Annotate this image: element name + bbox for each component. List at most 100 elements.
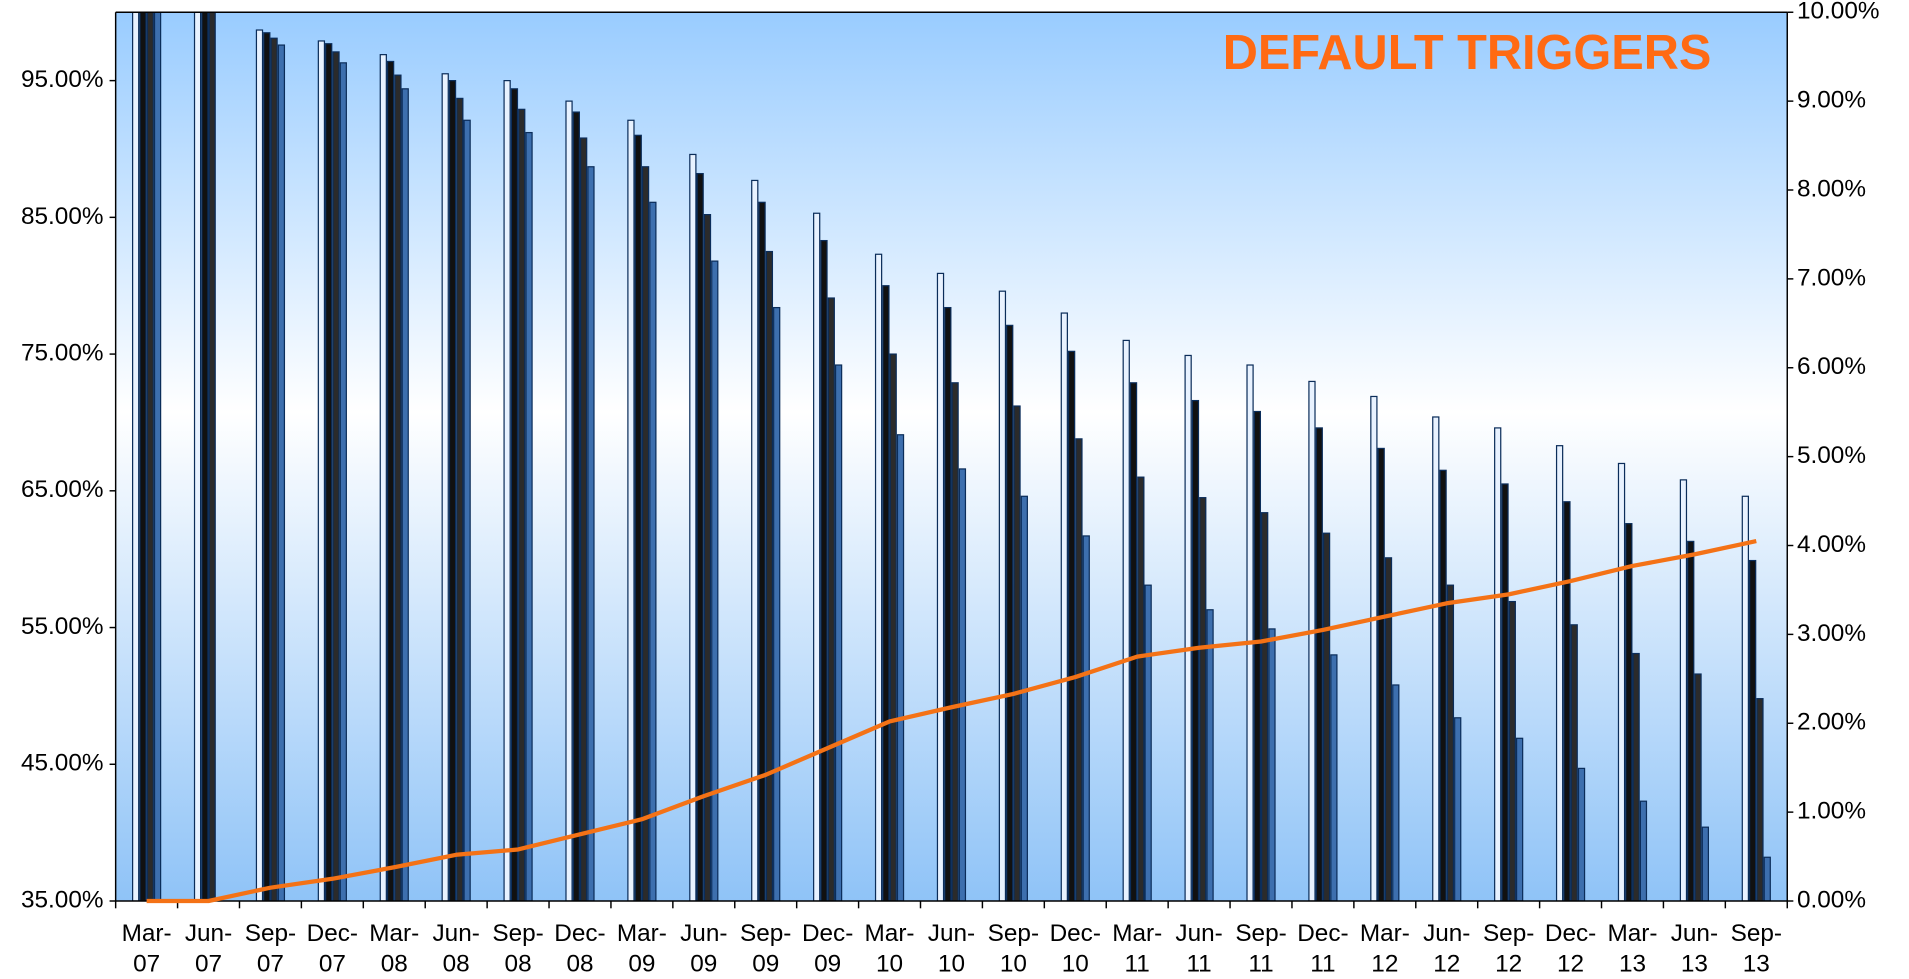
bar	[587, 166, 595, 902]
bar	[751, 179, 759, 902]
y2-tick-label: 4.00%	[1797, 531, 1866, 558]
x-tick-label: Jun-12	[1423, 921, 1470, 978]
bar	[1454, 717, 1462, 902]
bar	[1308, 380, 1316, 902]
bar	[1191, 399, 1200, 902]
bar	[463, 119, 471, 902]
bar	[689, 153, 697, 902]
bar	[525, 131, 533, 902]
bar	[1020, 495, 1028, 902]
bar	[1508, 600, 1516, 902]
bar	[1748, 559, 1757, 902]
bar	[503, 80, 511, 902]
bar	[1639, 800, 1648, 902]
bar	[448, 80, 457, 902]
bar	[936, 272, 945, 902]
y-tick-label: 45.00%	[21, 750, 104, 777]
bar	[1439, 469, 1447, 902]
bar	[874, 253, 883, 902]
bar	[201, 12, 209, 902]
bar	[1370, 395, 1378, 902]
bar	[270, 37, 278, 902]
bar	[1315, 427, 1323, 902]
y2-tick-label: 1.00%	[1797, 798, 1866, 825]
y2-tick-label: 2.00%	[1797, 709, 1866, 736]
bar	[765, 250, 774, 902]
bar	[153, 12, 162, 902]
bar	[193, 12, 202, 902]
y2-tick-label: 8.00%	[1797, 175, 1866, 202]
x-tick-label: Mar-12	[1360, 921, 1410, 978]
x-tick-label: Mar-09	[617, 921, 667, 978]
bar	[1137, 476, 1145, 902]
bar	[834, 364, 843, 902]
bar	[1384, 557, 1393, 902]
bar	[696, 172, 704, 902]
x-tick-label: Mar-11	[1112, 921, 1162, 978]
x-tick-label: Sep-07	[245, 921, 296, 978]
bar	[820, 239, 828, 902]
x-tick-label: Jun-13	[1671, 921, 1718, 978]
bar	[401, 88, 409, 902]
x-tick-label: Sep-12	[1483, 921, 1534, 978]
bar	[703, 214, 712, 902]
bar	[317, 40, 326, 902]
x-tick-label: Dec-09	[802, 921, 853, 978]
bar	[1494, 427, 1502, 902]
bar	[896, 434, 905, 902]
bar	[1432, 416, 1440, 902]
y-tick-label: 65.00%	[21, 476, 104, 503]
bar	[958, 468, 967, 902]
x-tick-label: Jun-11	[1175, 921, 1222, 978]
bar	[518, 108, 526, 902]
x-tick-label: Mar-07	[122, 921, 172, 978]
bar	[758, 201, 766, 902]
y2-tick-label: 9.00%	[1797, 87, 1866, 114]
bar	[456, 97, 464, 902]
x-tick-label: Sep-09	[740, 921, 791, 978]
bar	[1377, 447, 1385, 902]
bar	[649, 201, 657, 902]
y2-tick-label: 0.00%	[1797, 886, 1866, 913]
bar	[1184, 354, 1192, 902]
bar	[1006, 324, 1014, 902]
bar	[441, 73, 449, 902]
x-tick-label: Jun-08	[433, 921, 480, 978]
bar	[1701, 826, 1709, 902]
x-tick-label: Sep-08	[492, 921, 543, 978]
bar	[627, 119, 635, 902]
bar	[1206, 609, 1214, 902]
bar	[1253, 410, 1262, 902]
x-tick-label: Dec-07	[307, 921, 358, 978]
bar	[1261, 512, 1269, 902]
x-tick-label: Jun-09	[680, 921, 727, 978]
bar	[827, 297, 835, 902]
bar	[773, 306, 781, 902]
x-tick-label: Jun-10	[928, 921, 975, 978]
bar	[277, 44, 286, 902]
bar	[634, 134, 642, 902]
bar	[572, 111, 580, 902]
bar	[1144, 584, 1152, 902]
bar	[1687, 540, 1695, 902]
bar	[1625, 523, 1633, 902]
x-tick-label: Sep-11	[1235, 921, 1286, 978]
x-tick-label: Dec-10	[1050, 921, 1101, 978]
bar	[1392, 684, 1400, 902]
bar	[889, 353, 897, 902]
bar	[339, 62, 347, 902]
bar	[641, 166, 650, 902]
bar	[1122, 339, 1130, 902]
bar	[325, 43, 333, 902]
chart-title: DEFAULT TRIGGERS	[1223, 26, 1712, 80]
y-tick-label: 35.00%	[21, 886, 104, 913]
bar	[1129, 382, 1138, 902]
x-tick-label: Sep-10	[988, 921, 1039, 978]
y-tick-label: 95.00%	[21, 66, 104, 93]
bar	[882, 285, 890, 902]
bar	[132, 12, 140, 902]
bar	[1322, 532, 1331, 902]
bar	[1067, 350, 1076, 902]
x-tick-label: Sep-13	[1731, 921, 1782, 978]
